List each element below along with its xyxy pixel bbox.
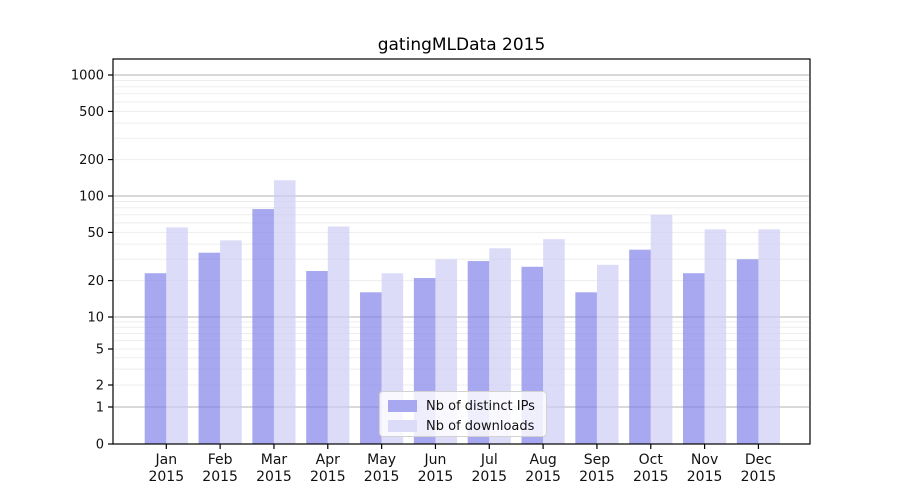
x-tick-label-year: 2015 [364,469,400,485]
y-tick-label: 50 [87,226,104,241]
bar-feb-distinct-ips [198,252,221,444]
x-tick-label-year: 2015 [579,469,615,485]
x-tick-label-month: Jun [424,452,447,468]
bar-mar-downloads [273,180,296,444]
y-tick-label: 20 [87,274,104,289]
y-tick-label: 1000 [71,69,104,84]
legend-entry-downloads: Nb of downloads [388,418,546,434]
x-tick-label-month: Apr [316,452,340,468]
y-tick-label: 500 [79,105,104,120]
bar-apr-distinct-ips [306,270,328,444]
bar-feb-downloads [220,240,242,444]
x-tick-label-month: Dec [745,452,772,468]
legend-entry-distinct-ips: Nb of distinct IPs [388,398,546,414]
bar-dec-distinct-ips [736,259,759,444]
legend: Nb of distinct IPs Nb of downloads [379,391,547,437]
y-tick-label: 1 [96,401,104,416]
x-tick-label-month: Nov [691,452,718,468]
bar-oct-distinct-ips [629,249,651,444]
bar-sep-downloads [596,264,619,444]
x-tick-label-month: May [367,452,396,468]
x-tick-label-year: 2015 [148,469,184,485]
x-tick-label-year: 2015 [418,469,454,485]
y-tick-label: 2 [96,379,104,394]
plot-border [112,58,811,445]
x-tick-label-year: 2015 [202,469,238,485]
x-tick-label-month: Sep [584,452,611,468]
bar-dec-downloads [758,229,781,444]
bar-sep-distinct-ips [575,292,597,444]
bar-jan-distinct-ips [144,273,167,444]
x-tick-label-year: 2015 [256,469,292,485]
y-tick-label: 5 [96,343,104,358]
y-tick-label: 10 [87,311,104,326]
y-tick-label: 200 [79,153,104,168]
legend-swatch-downloads [388,420,417,432]
x-tick-label-month: Aug [529,452,556,468]
x-tick-label-year: 2015 [687,469,723,485]
legend-swatch-distinct-ips [388,400,417,412]
bar-nov-distinct-ips [683,273,705,444]
bar-jan-downloads [166,227,188,444]
x-tick-label-year: 2015 [741,469,777,485]
chart-title: gatingMLData 2015 [377,35,546,55]
x-tick-label-month: Jul [480,452,498,468]
legend-label-distinct-ips: Nb of distinct IPs [426,398,535,414]
y-tick-label: 0 [96,438,104,453]
x-tick-label-year: 2015 [633,469,669,485]
bar-mar-distinct-ips [252,209,274,444]
legend-label-downloads: Nb of downloads [426,418,535,434]
x-tick-label-month: Oct [639,452,664,468]
x-tick-label-year: 2015 [310,469,346,485]
y-tick-label: 100 [79,190,104,205]
x-tick-label-year: 2015 [471,469,507,485]
x-tick-label-year: 2015 [525,469,561,485]
bar-aug-downloads [543,239,565,444]
bar-may-distinct-ips [360,292,382,444]
bar-nov-downloads [704,229,727,444]
bar-oct-downloads [650,214,673,444]
x-tick-label-month: Mar [261,452,288,468]
bar-apr-downloads [327,226,350,444]
x-tick-label-month: Feb [208,452,233,468]
x-tick-label-month: Jan [155,452,178,468]
